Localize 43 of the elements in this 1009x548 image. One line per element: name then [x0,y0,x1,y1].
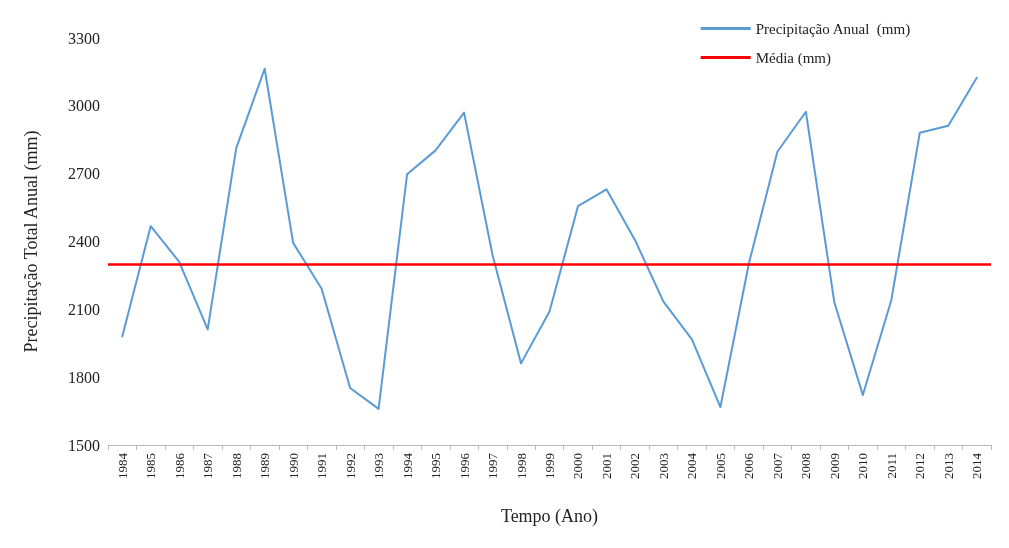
legend-label: Média (mm) [755,49,832,67]
x-tick-label: 1989 [257,453,273,479]
x-tick-label: 1994 [399,452,415,479]
y-tick-label: 3300 [68,29,100,47]
x-tick-label: 2012 [912,453,928,479]
legend-label: Precipitação Anual (mm) [755,20,911,38]
x-tick-label: 1995 [428,453,444,479]
x-tick-label: 1990 [285,453,301,479]
x-tick-label: 1985 [143,453,159,479]
x-tick-label: 1991 [314,453,330,479]
x-tick-label: 2002 [627,453,643,479]
x-tick-label: 2000 [570,453,586,479]
x-axis-title: Tempo (Ano) [500,506,599,527]
x-tick-label: 2007 [769,452,785,479]
y-tick-label: 1500 [68,436,100,454]
x-tick-label: 2008 [798,453,814,479]
y-tick-label: 1800 [68,368,100,386]
x-tick-label: 2006 [741,452,757,479]
x-tick-label: 1984 [114,452,130,479]
x-tick-label: 1986 [171,452,187,479]
x-tick-label: 2009 [826,453,842,479]
x-tick-label: 2001 [598,453,614,479]
y-tick-label: 2700 [68,165,100,183]
x-tick-label: 1999 [542,453,557,479]
x-tick-label: 2010 [855,453,871,479]
line-series [121,67,978,410]
x-tick-label: 2005 [712,453,728,479]
x-tick-label: 1987 [200,452,216,479]
x-tick-label: 1993 [371,453,387,479]
x-tick-label: 2004 [684,452,700,479]
x-tick-label: 2003 [655,453,671,479]
y-tick-label: 3000 [68,97,100,115]
y-tick-label: 2400 [68,233,100,250]
y-tick-label: 2100 [68,300,100,318]
x-tick-label: 2011 [883,453,899,479]
y-axis-title: Precipitação Total Anual (mm) [21,130,42,353]
x-tick-label: 2013 [940,453,956,479]
x-tick-label: 2014 [969,452,985,479]
x-tick-label: 1996 [456,452,472,479]
x-tick-label: 1997 [485,452,501,479]
x-tick-label: 1988 [228,453,244,479]
x-tick-label: 1998 [513,453,529,479]
x-tick-label: 1992 [342,453,358,479]
